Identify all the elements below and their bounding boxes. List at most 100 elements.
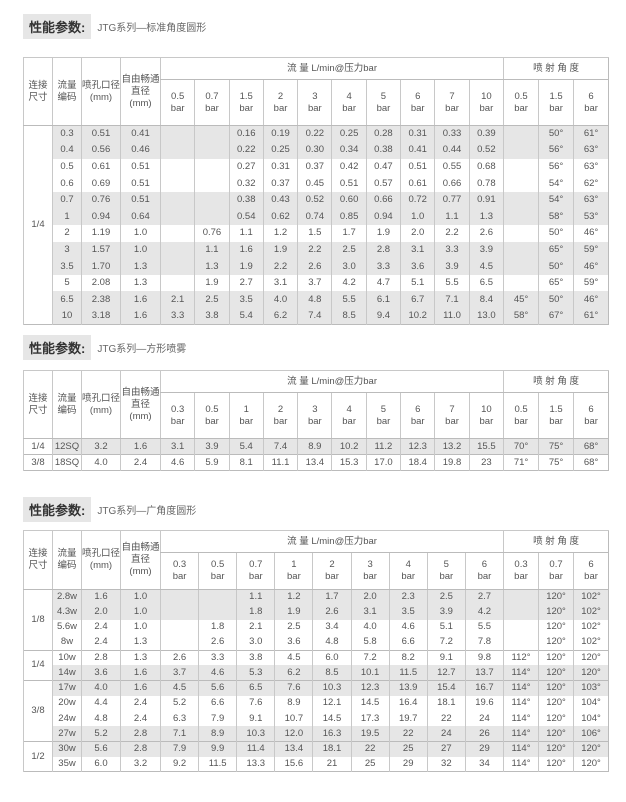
table-cell: 25 — [350, 756, 390, 772]
pressure-unit: bar — [584, 102, 598, 114]
table-cell: 8.9 — [198, 726, 237, 742]
pressure-value: 4 — [405, 559, 411, 570]
header-pressure: 3 bar — [297, 392, 332, 439]
table-cell: 5.5 — [331, 291, 367, 309]
pressure-value: 0.5 — [514, 90, 528, 102]
table-cell: 0.47 — [365, 158, 401, 176]
table-cell: 2.1 — [236, 619, 275, 636]
table-cell: 1.0 — [120, 589, 161, 605]
table-cell: 1.1 — [236, 589, 275, 605]
table-cell: 0.31 — [262, 158, 298, 176]
header-pressure: 0.5 bar — [159, 79, 195, 126]
header-pressure: 1.5 bar — [538, 392, 574, 439]
table-cell: 6.6 — [388, 635, 428, 651]
table-cell: 120° — [538, 589, 574, 605]
table-cell: 120° — [538, 711, 574, 727]
table-cell — [503, 589, 539, 605]
header-pressure: 6 bar — [464, 552, 504, 590]
table-cell: 63° — [573, 158, 609, 176]
table-cell: 0.51 — [400, 158, 435, 176]
table-row: 14w 3.6 1.6 3.7 4.6 5.3 6.2 8.5 10.1 11.5 12.7 13.7… — [24, 665, 609, 681]
table-cell — [503, 158, 539, 176]
table-cell: 32 — [426, 756, 466, 772]
table-cell: 1.7 — [312, 589, 352, 605]
table-cell: 0.94 — [365, 208, 401, 226]
table-cell — [159, 225, 195, 242]
table-cell: 15.3 — [331, 454, 367, 471]
pressure-unit: bar — [325, 571, 339, 582]
table-cell — [194, 175, 230, 192]
pressure-value: 3 — [312, 90, 318, 102]
table-cell: 2.4 — [81, 635, 121, 651]
pressure-unit: bar — [363, 571, 377, 582]
header-pressure: 1 bar — [228, 392, 264, 439]
table-cell — [194, 158, 230, 176]
table-cell: 0.51 — [120, 175, 161, 192]
connection-size: 3/8 — [23, 454, 53, 471]
table-cell — [198, 604, 237, 620]
table-cell: 120° — [573, 756, 609, 772]
table-cell: 12.0 — [274, 726, 313, 742]
pressure-unit: bar — [514, 102, 528, 114]
table-cell: 4.5 — [159, 680, 199, 696]
table-cell: 2.3 — [388, 589, 428, 605]
pressure-value: 1.5 — [549, 403, 563, 415]
table-cell — [503, 619, 539, 636]
table-cell: 53° — [573, 208, 609, 226]
performance-table: 连接尺寸 流量编码 喷孔口径(mm) 自由畅通直径(mm) 流 量 L/min@压力ba… — [23, 530, 610, 773]
table-row: 10 3.18 1.6 3.3 3.8 5.4 6.2 7.4 8.5 9.4 10.2 11.0 13… — [24, 308, 609, 325]
section-label: 性能参数: — [23, 335, 92, 360]
table-cell: 102° — [573, 635, 609, 651]
pressure-value: 1 — [243, 403, 249, 415]
pressure-value: 0.3 — [172, 559, 187, 570]
table-cell: 1.6 — [120, 291, 161, 309]
table-cell: 2.2 — [434, 225, 470, 242]
pressure-value: 1.5 — [549, 90, 563, 102]
header-orifice: 喷孔口径(mm) — [81, 530, 121, 590]
table-row: 1/4 12SQ 3.2 1.6 3.1 3.9 5.4 7.4 8.9 10.2 11.2 12.3… — [23, 438, 609, 455]
table-cell: 1.0 — [120, 604, 161, 620]
table-cell: 54° — [538, 191, 574, 209]
table-cell — [159, 274, 195, 292]
table-cell: 120° — [538, 740, 574, 757]
table-cell: 30w — [52, 740, 82, 757]
table-cell: 14w — [52, 665, 82, 681]
table-cell: 2.4 — [120, 711, 161, 727]
table-cell: 0.44 — [434, 142, 470, 159]
table-cell: 6.3 — [159, 711, 199, 727]
header-pressure: 6 bar — [573, 79, 609, 126]
table-cell: 13.4 — [274, 740, 313, 757]
connection-size: 1/2 — [23, 740, 53, 772]
pressure-unit: bar — [439, 571, 454, 582]
table-cell: 2.5 — [331, 241, 367, 259]
pressure-value: 1.5 — [239, 90, 253, 102]
table-cell: 11.4 — [236, 740, 275, 757]
table-cell: 2.7 — [228, 274, 264, 292]
table-cell: 8w — [52, 635, 82, 651]
table-cell: 7.2 — [350, 649, 390, 666]
header-pressure: 10 bar — [468, 79, 504, 126]
table-cell: 5.6w — [52, 619, 82, 636]
table-cell: 10.2 — [331, 438, 367, 455]
table-cell: 0.51 — [81, 125, 121, 143]
table-cell: 0.54 — [228, 208, 264, 226]
header-pressure: 0.7 bar — [538, 552, 574, 590]
pressure-unit: bar — [410, 415, 425, 427]
header-pressure: 6 bar — [400, 79, 435, 126]
table-cell: 18SQ — [52, 454, 82, 471]
header-orifice: 喷孔口径(mm) — [81, 57, 121, 126]
header-flow: 流 量 L/min@压力bar — [159, 57, 504, 80]
table-cell — [198, 589, 237, 605]
header-pressure: 0.7 bar — [194, 79, 230, 126]
table-cell: 7.4 — [297, 308, 332, 325]
table-cell: 0.51 — [331, 175, 367, 192]
table-cell: 22 — [350, 740, 390, 757]
table-cell: 1.0 — [120, 241, 161, 259]
table-cell: 1.1 — [228, 225, 264, 242]
pressure-unit: bar — [410, 102, 425, 114]
pressure-value: 0.5 — [514, 403, 528, 415]
table-cell: 2.5 — [274, 619, 313, 636]
table-cell: 120° — [573, 665, 609, 681]
table-cell: 0.41 — [400, 142, 435, 159]
table-cell: 15.5 — [468, 438, 504, 455]
